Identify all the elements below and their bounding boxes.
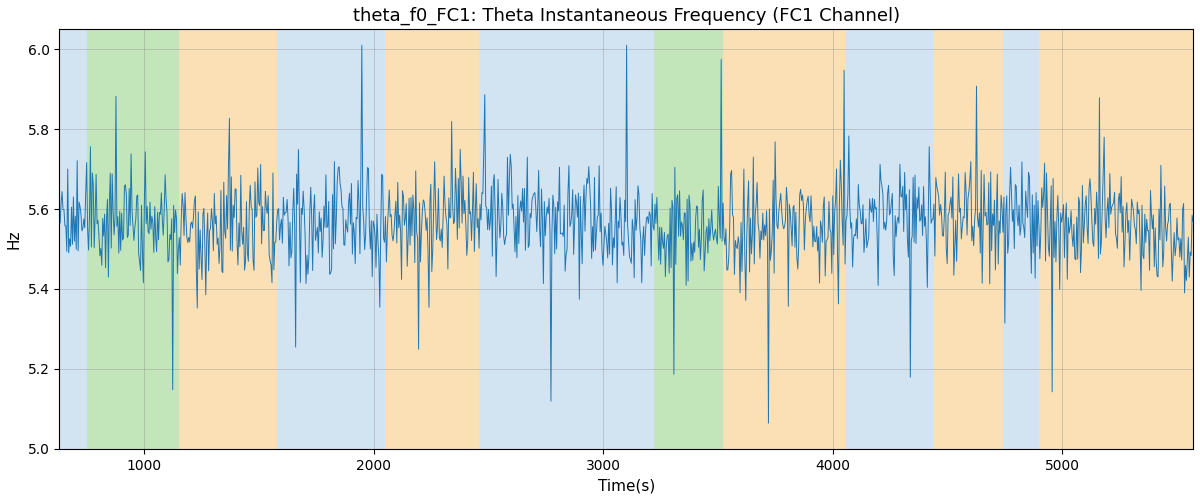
Bar bbox=[722, 30, 787, 449]
Bar bbox=[277, 30, 385, 449]
Bar bbox=[1039, 30, 1193, 449]
X-axis label: Time(s): Time(s) bbox=[598, 478, 655, 493]
Y-axis label: Hz: Hz bbox=[7, 230, 22, 249]
Bar bbox=[479, 30, 502, 449]
Title: theta_f0_FC1: Theta Instantaneous Frequency (FC1 Channel): theta_f0_FC1: Theta Instantaneous Freque… bbox=[353, 7, 900, 25]
Bar bbox=[787, 30, 846, 449]
Bar bbox=[846, 30, 934, 449]
Bar bbox=[86, 30, 179, 449]
Bar bbox=[1002, 30, 1039, 449]
Bar bbox=[59, 30, 86, 449]
Bar bbox=[934, 30, 1002, 449]
Bar bbox=[385, 30, 479, 449]
Bar bbox=[179, 30, 277, 449]
Bar bbox=[654, 30, 722, 449]
Bar bbox=[502, 30, 631, 449]
Bar bbox=[631, 30, 654, 449]
